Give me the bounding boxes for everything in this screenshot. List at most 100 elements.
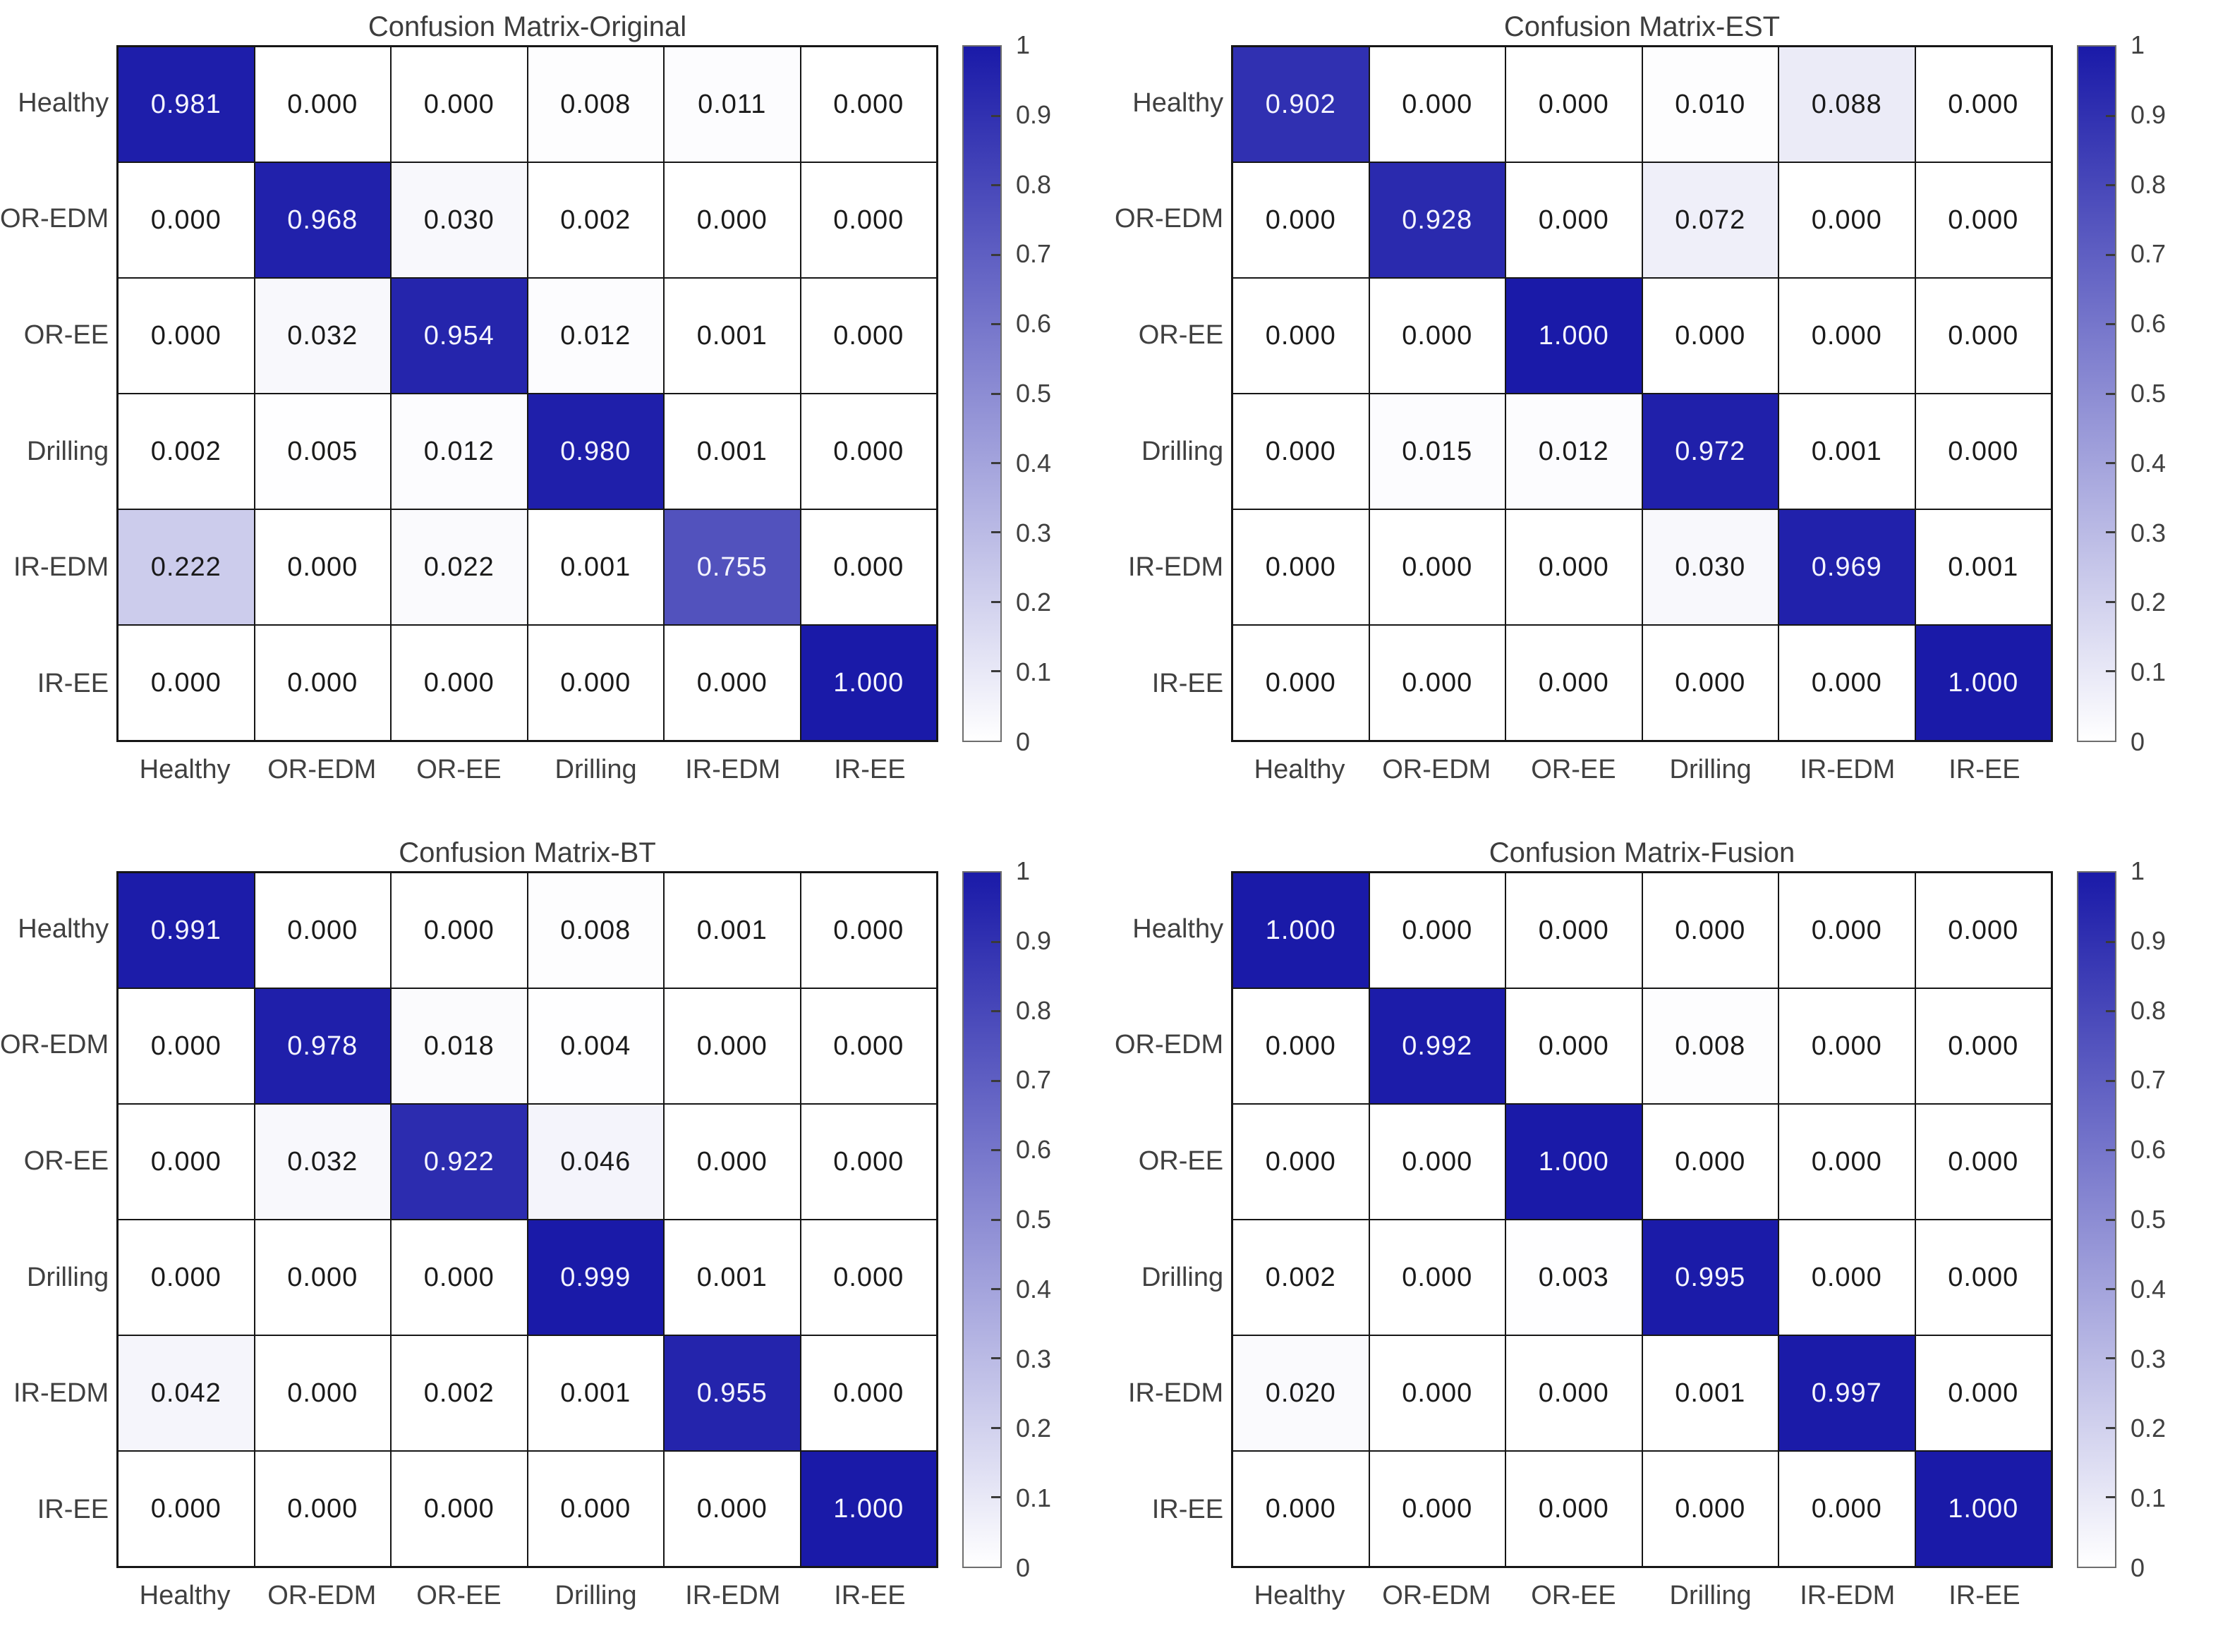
matrix-cell: 0.000: [1369, 279, 1505, 393]
matrix-cell: 0.000: [665, 1105, 800, 1219]
matrix-cell: 0.004: [528, 989, 663, 1103]
colorbar-tick-label: 0.3: [2131, 518, 2167, 547]
colorbar-tick-mark: [991, 1287, 1000, 1290]
matrix-cell: 0.000: [1233, 279, 1369, 393]
x-tick-label: OR-EE: [1531, 1581, 1616, 1610]
matrix-cell: 0.000: [119, 626, 254, 740]
matrix-cell: 0.972: [1642, 394, 1778, 509]
matrix-cell: 0.000: [1915, 1336, 2051, 1450]
colorbar-tick-label: 0.7: [2131, 239, 2167, 269]
confusion-matrix-panel-bt: Confusion Matrix-BT Healthy OR-EDM OR-EE Dri…: [0, 826, 1115, 1652]
colorbar-tick-mark: [2106, 1149, 2115, 1152]
matrix-cell: 0.000: [1233, 626, 1369, 740]
colorbar-tick-mark: [2106, 531, 2115, 534]
colorbar-tick-mark: [2106, 1079, 2115, 1082]
colorbar-tick-mark: [991, 1149, 1000, 1152]
matrix-cell: 0.000: [1915, 1220, 2051, 1335]
colorbar-tick-label: 0.2: [2131, 1414, 2167, 1443]
y-tick-label: OR-EE: [1138, 320, 1224, 351]
matrix-cell: 1.000: [801, 626, 936, 740]
matrix-cell: 0.002: [119, 394, 254, 509]
colorbar-tick-label: 0.3: [1016, 518, 1052, 547]
colorbar-tick-label: 0.4: [1016, 448, 1052, 478]
heatmap-grid: 0.991 0.000 0.000 0.008 0.001 0.000 0.000 0.978…: [116, 871, 938, 1568]
colorbar: [2077, 45, 2116, 742]
matrix-cell: 0.000: [1779, 1452, 1915, 1566]
x-tick-label: OR-EDM: [1382, 755, 1491, 784]
colorbar-tick-label: 0.1: [1016, 657, 1052, 687]
matrix-cell: 0.001: [1915, 510, 2051, 624]
matrix-cell: 0.928: [1369, 163, 1505, 277]
colorbar-tick-label: 0.6: [2131, 309, 2167, 339]
matrix-cell: 0.000: [665, 163, 800, 277]
x-axis-tick-labels: Healthy OR-EDM OR-EE Drilling IR-EDM IR-EE: [116, 1581, 938, 1611]
y-tick-label: OR-EDM: [1115, 1030, 1224, 1060]
colorbar-tick-mark: [2106, 114, 2115, 117]
matrix-cell: 0.000: [801, 1105, 936, 1219]
colorbar-tick-mark: [2106, 1287, 2115, 1290]
colorbar-tick-labels: 1 0.9 0.8 0.7 0.6 0.5 0.4 0.3 0.2 0.1 0: [1016, 32, 1093, 755]
y-tick-label: IR-EDM: [13, 1378, 109, 1409]
matrix-cell: 0.000: [1233, 1452, 1369, 1566]
colorbar-tick-mark: [2106, 670, 2115, 673]
matrix-cell: 0.011: [665, 47, 800, 162]
x-tick-label: Healthy: [139, 755, 231, 784]
matrix-cell: 0.000: [801, 1220, 936, 1335]
matrix-cell: 0.000: [1233, 1105, 1369, 1219]
matrix-cell: 0.000: [665, 626, 800, 740]
x-tick-label: Drilling: [555, 755, 637, 784]
colorbar-tick-mark: [991, 1426, 1000, 1429]
colorbar-tick-mark: [991, 392, 1000, 395]
y-tick-label: OR-EE: [1138, 1146, 1224, 1177]
y-tick-label: OR-EE: [23, 320, 109, 351]
colorbar-tick-label: 0.8: [1016, 169, 1052, 199]
matrix-cell: 0.000: [1506, 873, 1642, 988]
y-tick-label: IR-EE: [1151, 669, 1224, 699]
colorbar-tick-label: 0.9: [2131, 99, 2167, 129]
colorbar: [962, 871, 1002, 1568]
colorbar-tick-label: 0.9: [1016, 99, 1052, 129]
matrix-cell: 0.000: [1779, 163, 1915, 277]
matrix-cell: 0.002: [392, 1336, 527, 1450]
matrix-cell: 0.222: [119, 510, 254, 624]
matrix-cell: 0.001: [665, 279, 800, 393]
matrix-cell: 0.000: [1369, 1105, 1505, 1219]
matrix-cell: 0.000: [1506, 47, 1642, 162]
colorbar-tick-mark: [2106, 1426, 2115, 1429]
y-tick-label: Healthy: [1132, 87, 1224, 118]
colorbar-tick-mark: [2106, 940, 2115, 943]
x-tick-label: OR-EDM: [1382, 1581, 1491, 1610]
chart-title: Confusion Matrix-BT: [399, 837, 656, 868]
colorbar-tick-mark: [991, 531, 1000, 534]
matrix-cell: 0.012: [528, 279, 663, 393]
colorbar-tick-mark: [991, 1496, 1000, 1499]
matrix-cell: 0.018: [392, 989, 527, 1103]
x-tick-label: Healthy: [1254, 755, 1345, 784]
confusion-matrix-panel-est: Confusion Matrix-EST Healthy OR-EDM OR-EE Dr…: [1115, 0, 2229, 826]
y-tick-label: Drilling: [26, 1262, 109, 1292]
colorbar-tick-mark: [2106, 1218, 2115, 1221]
x-tick-label: Healthy: [1254, 1581, 1345, 1610]
matrix-cell: 0.005: [255, 394, 390, 509]
matrix-cell: 1.000: [1506, 279, 1642, 393]
matrix-cell: 0.030: [1642, 510, 1778, 624]
matrix-cell: 0.000: [1642, 873, 1778, 988]
matrix-cell: 0.000: [528, 1452, 663, 1566]
matrix-cell: 0.012: [392, 394, 527, 509]
colorbar-tick-mark: [991, 253, 1000, 256]
colorbar-tick-mark: [2106, 323, 2115, 326]
colorbar-tick-label: 0.4: [2131, 448, 2167, 478]
chart-title: Confusion Matrix-EST: [1503, 11, 1781, 42]
colorbar-tick-mark: [991, 670, 1000, 673]
matrix-cell: 0.000: [1915, 279, 2051, 393]
x-tick-label: IR-EE: [834, 1581, 906, 1610]
matrix-cell: 0.001: [665, 1220, 800, 1335]
matrix-cell: 0.000: [665, 989, 800, 1103]
colorbar-tick-label: 0.8: [2131, 169, 2167, 199]
colorbar-tick-label: 0.3: [1016, 1344, 1052, 1373]
x-tick-label: OR-EDM: [267, 1581, 377, 1610]
matrix-cell: 0.000: [1369, 1336, 1505, 1450]
y-tick-label: Healthy: [18, 87, 109, 118]
x-tick-label: Drilling: [555, 1581, 637, 1610]
colorbar-tick-mark: [991, 1079, 1000, 1082]
